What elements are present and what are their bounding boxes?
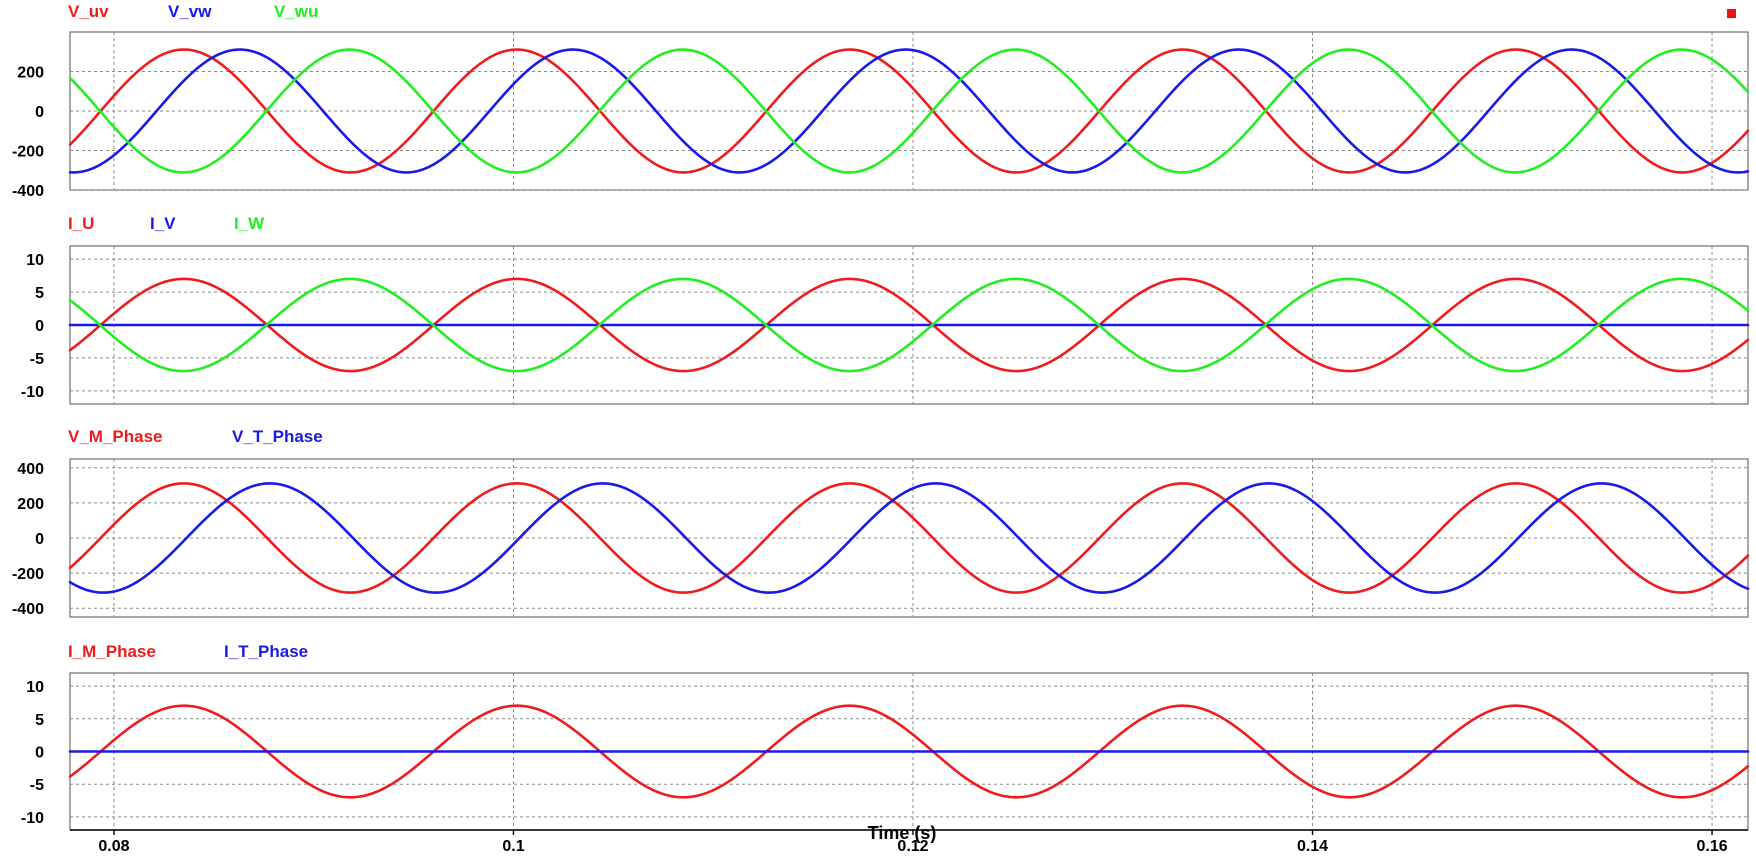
y-tick-label: 0 [35,104,44,121]
time-axis: 0.08 0.1 0.12 0.14 0.16 Time (s) [70,823,1748,855]
y-tick-label: 10 [26,679,44,696]
legend-i-t-phase[interactable]: I_T_Phase [224,642,308,661]
legend-v-vw[interactable]: V_vw [168,2,212,21]
trace-v-uv [68,48,1750,174]
y-tick-label: 5 [35,712,44,729]
x-tick-label: 0.14 [1297,838,1328,855]
y-tick-label: -200 [12,566,44,583]
y-tick-label: -10 [21,810,44,827]
y-tick-label: -200 [12,144,44,161]
trace-v-wu [68,48,1750,174]
y-tick-label: -5 [30,777,44,794]
y-tick-label: -5 [30,351,44,368]
legend-i-u[interactable]: I_U [68,214,94,233]
legend-v-t-phase[interactable]: V_T_Phase [232,427,323,446]
x-axis-title: Time (s) [868,823,937,843]
plot-area[interactable] [69,458,1749,618]
y-tick-label: 0 [35,745,44,762]
x-tick-label: 0.08 [98,838,129,855]
x-tick-label: 0.16 [1696,838,1727,855]
trace-i-m-phase [68,704,1750,799]
y-tick-label: 200 [17,496,44,513]
y-tick-label: -10 [21,384,44,401]
trace-i-u [68,277,1750,373]
y-tick-label: 0 [35,318,44,335]
panel-group: 200 0 -200 -400 V_uv V_vw V_wu 10 5 0 -5 -10 I_U I_V I… [12,2,1750,831]
y-tick-label: 200 [17,65,44,82]
panel-3: 400 200 0 -200 -400 V_M_Phase V_T_Phase [12,427,1750,618]
trace-i-w [68,277,1750,373]
y-tick-label: -400 [12,183,44,200]
y-tick-label: -400 [12,601,44,618]
legend-v-uv[interactable]: V_uv [68,2,109,21]
legend-v-wu[interactable]: V_wu [274,2,318,21]
y-tick-label: 0 [35,531,44,548]
panel-4: 10 5 0 -5 -10 I_M_Phase I_T_Phase [21,642,1750,831]
x-tick-label: 0.1 [502,838,524,855]
panel-2: 10 5 0 -5 -10 I_U I_V I_W [21,214,1750,405]
legend-i-v[interactable]: I_V [150,214,176,233]
legend-v-m-phase[interactable]: V_M_Phase [68,427,163,446]
y-tick-label: 10 [26,252,44,269]
marker-square-icon[interactable] [1727,9,1736,18]
legend-i-w[interactable]: I_W [234,214,265,233]
trace-v-m-phase [68,482,1750,594]
x-tick-label: 0.12 [897,838,928,855]
trace-v-t-phase [68,482,1750,594]
y-tick-label: 400 [17,461,44,478]
panel-1: 200 0 -200 -400 V_uv V_vw V_wu [12,2,1750,200]
legend-i-m-phase[interactable]: I_M_Phase [68,642,156,661]
y-tick-label: 5 [35,285,44,302]
trace-v-vw [68,48,1750,174]
